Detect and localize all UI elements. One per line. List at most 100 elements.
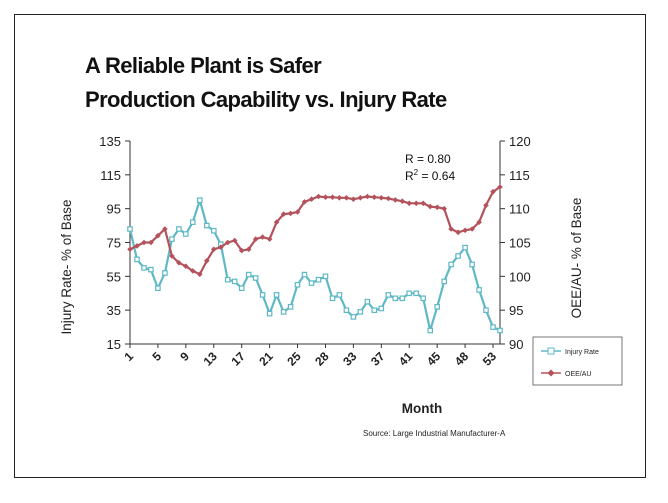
data-point-injury-rate <box>399 295 406 302</box>
data-point-injury-rate <box>280 309 287 315</box>
data-point-injury-rate <box>385 292 392 298</box>
data-point-oee-au <box>497 184 503 190</box>
data-point-injury-rate <box>420 295 427 302</box>
data-point-injury-rate <box>190 219 196 226</box>
data-point-oee-au <box>329 194 336 200</box>
data-point-oee-au <box>252 236 259 242</box>
data-point-oee-au <box>392 197 399 203</box>
data-point-oee-au <box>364 193 371 200</box>
data-point-injury-rate <box>266 310 273 317</box>
data-point-injury-rate <box>259 292 266 298</box>
data-point-injury-rate <box>392 295 399 302</box>
x-tick-label: 33 <box>340 349 360 369</box>
data-point-oee-au <box>134 243 140 249</box>
data-point-oee-au <box>469 226 475 232</box>
data-point-oee-au <box>462 227 468 234</box>
y-left-tick-label: 75 <box>107 236 121 251</box>
series-line-oee-au <box>129 186 501 276</box>
y-right-tick-label: 105 <box>509 236 531 251</box>
data-point-injury-rate <box>329 295 336 302</box>
y-left-tick-label: 95 <box>107 202 121 217</box>
data-point-injury-rate <box>315 276 322 283</box>
data-point-injury-rate <box>294 282 301 288</box>
data-point-injury-rate <box>343 307 350 314</box>
y-left-tick-label: 135 <box>99 134 121 149</box>
data-point-oee-au <box>378 195 385 201</box>
data-point-oee-au <box>169 253 175 259</box>
y-left-tick-label: 115 <box>100 168 121 183</box>
data-point-injury-rate <box>357 309 364 315</box>
legend-injury-label: Injury Rate <box>565 349 599 356</box>
data-point-oee-au <box>336 195 343 201</box>
data-point-oee-au <box>287 210 294 217</box>
data-point-injury-rate <box>273 292 280 298</box>
data-point-injury-rate <box>497 327 503 334</box>
y-right-tick-label: 115 <box>509 168 530 183</box>
data-point-injury-rate <box>301 271 308 278</box>
data-point-oee-au <box>343 195 350 201</box>
data-point-injury-rate <box>245 271 252 278</box>
data-point-oee-au <box>155 232 161 239</box>
legend-box <box>532 336 623 386</box>
data-point-oee-au <box>245 246 252 253</box>
r-squared-suffix: = 0.64 <box>418 169 455 183</box>
data-point-oee-au <box>301 199 308 205</box>
data-point-oee-au <box>308 196 315 202</box>
data-point-oee-au <box>350 196 357 202</box>
series-layer <box>127 184 503 334</box>
x-tick-label: 28 <box>312 349 332 369</box>
data-point-oee-au <box>357 195 364 201</box>
slide-title-line-1: A Reliable Plant is Safer <box>85 53 322 78</box>
slide: A Reliable Plant is Safer Production Cap… <box>14 14 646 478</box>
data-point-oee-au <box>315 193 322 200</box>
x-tick-label: 21 <box>256 349 276 369</box>
legend-injury-marker <box>547 347 555 355</box>
r-squared-superscript: 2 <box>414 168 419 177</box>
data-point-injury-rate <box>176 226 182 232</box>
data-point-oee-au <box>148 239 154 246</box>
data-point-injury-rate <box>490 324 496 330</box>
data-point-injury-rate <box>287 304 294 310</box>
data-point-injury-rate <box>204 222 210 229</box>
data-point-injury-rate <box>413 290 420 297</box>
data-point-injury-rate <box>197 197 203 204</box>
data-point-oee-au <box>413 200 419 207</box>
data-point-injury-rate <box>350 314 357 320</box>
data-point-oee-au <box>427 203 433 210</box>
y-left-ticks: 15 35 55 75 95 115 135 <box>99 134 130 352</box>
series-oee-au <box>127 184 503 278</box>
data-point-injury-rate <box>448 261 454 268</box>
data-point-injury-rate <box>406 290 413 297</box>
data-point-injury-rate <box>141 265 147 271</box>
data-point-injury-rate <box>483 307 489 314</box>
data-point-oee-au <box>406 200 412 207</box>
data-point-oee-au <box>448 226 454 232</box>
data-point-oee-au <box>273 219 280 225</box>
data-point-oee-au <box>211 246 217 253</box>
x-tick-label: 37 <box>368 349 388 369</box>
series-injury-rate <box>127 197 503 334</box>
y-right-tick-label: 100 <box>509 269 531 284</box>
y-right-tick-label: 95 <box>509 303 523 318</box>
data-point-oee-au <box>231 237 238 244</box>
data-point-oee-au <box>294 209 301 215</box>
data-point-injury-rate <box>441 278 448 285</box>
data-point-injury-rate <box>427 327 434 334</box>
data-point-oee-au <box>266 236 273 242</box>
data-point-oee-au <box>490 188 496 195</box>
y-right-tick-label: 110 <box>509 202 530 217</box>
data-point-oee-au <box>190 268 196 274</box>
data-point-injury-rate <box>252 275 259 281</box>
data-point-oee-au <box>371 194 378 200</box>
data-point-oee-au <box>441 205 447 212</box>
data-point-injury-rate <box>476 287 482 293</box>
y-right-ticks: 90 95 100 105 110 115 120 <box>500 134 531 352</box>
x-tick-label: 13 <box>201 349 221 369</box>
data-point-injury-rate <box>322 273 329 280</box>
y-left-tick-label: 35 <box>107 303 121 318</box>
data-point-injury-rate <box>378 305 385 312</box>
legend-oee-label: OEE/AU <box>565 371 591 378</box>
data-point-oee-au <box>141 239 147 246</box>
y-left-tick-label: 15 <box>107 337 121 352</box>
